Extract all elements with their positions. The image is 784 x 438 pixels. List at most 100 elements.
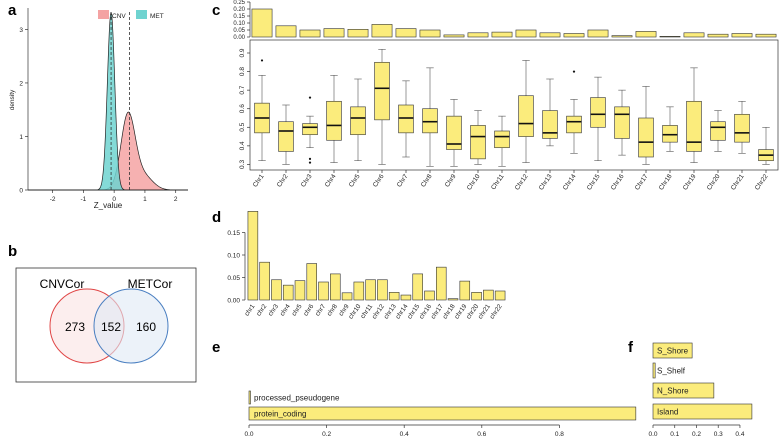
- boxplot-chr19: [686, 67, 702, 163]
- density-x-tick-label: -2: [50, 196, 56, 203]
- boxplot-x-tick-label: Chr4: [324, 173, 338, 189]
- boxplot-chr21: [734, 100, 750, 154]
- bar-strip-bar-chr19: [683, 32, 705, 38]
- boxplot-chr14: [566, 70, 582, 154]
- legend-label-met: MET: [150, 13, 164, 20]
- cpg-region-bar-label: N_Shore: [657, 387, 689, 396]
- boxplot-x-tick-label: Chr6: [372, 173, 386, 189]
- boxplot-x-tick-label: Chr15: [586, 173, 602, 192]
- chromosome-bar-panel: 0.00 0.05 0.10 0.15 chr1chr2chr3chr4chr5chr6…: [227, 211, 506, 321]
- cpg-region-x-tick-label: 0.1: [670, 431, 679, 438]
- boxplot-chr10: [470, 110, 486, 165]
- boxplot-x-tick-label: Chr21: [730, 173, 746, 192]
- panel-label-c: c: [212, 2, 220, 19]
- chr-bar-x-tick-label: chr1: [244, 303, 257, 318]
- density-y-axis-label: density: [9, 89, 16, 110]
- chr-bar-chr6: [306, 263, 317, 301]
- chr-bar-x-tick-label: chr7: [314, 303, 327, 318]
- chr-bar-chr20: [471, 292, 482, 301]
- boxplot-chr5: [350, 78, 366, 162]
- boxplot-y-tick-label: 0.3: [239, 160, 246, 169]
- density-x-tick-label: 1: [143, 196, 147, 203]
- boxplot-box: [566, 115, 582, 134]
- boxplot-x-tick-label: Chr16: [610, 173, 626, 192]
- panel-label-d: d: [212, 209, 221, 226]
- chr-bar-x-tick-label: chr5: [291, 303, 304, 318]
- boxplot-box: [326, 100, 342, 141]
- bar-strip-bar-chr5: [347, 28, 369, 38]
- boxplot-y-tick: 0.5: [239, 122, 250, 132]
- boxplot-outlier-point: [308, 96, 312, 99]
- boxplot-x-tick-label: Chr2: [276, 173, 290, 189]
- boxplot-y-tick-label: 0.6: [239, 104, 246, 113]
- boxplot-x-tick-label: Chr11: [490, 173, 506, 191]
- boxplot-chr11: [494, 115, 510, 167]
- chr-bar-x-tick-label: chr6: [302, 303, 315, 318]
- boxplot-chr3: [302, 96, 318, 164]
- chr-bar-chr2: [259, 261, 270, 301]
- boxplot-y-tick-label: 0.4: [239, 141, 246, 150]
- boxplot-x-tick-label: Chr18: [658, 173, 674, 192]
- boxplot-x-tick-label: Chr13: [538, 173, 554, 192]
- chr-bar-x-tick-label: chr22: [489, 303, 504, 321]
- bar-strip-bar-chr13: [539, 32, 561, 38]
- cpg-region-bar-island: [652, 403, 753, 420]
- boxplot-box: [734, 113, 750, 143]
- gene-type-bar-processed-pseudogene: [248, 390, 251, 405]
- gene-type-x-tick-label: 0.4: [400, 431, 409, 438]
- boxplot-box: [350, 106, 366, 136]
- gene-type-x-tick-label: 0.8: [555, 431, 564, 438]
- density-curve-met: [28, 11, 188, 191]
- boxplot-box: [446, 115, 462, 150]
- bar-strip-bar-chr12: [515, 29, 537, 38]
- bar-strip-bar-chr3: [299, 29, 321, 38]
- boxplot-box: [590, 97, 606, 128]
- chr-bar-chr11: [365, 279, 376, 301]
- bar-strip-y-tick-label: 0.00: [233, 35, 245, 41]
- boxplot-box: [686, 100, 702, 152]
- bar-strip-bar-chr2: [275, 25, 297, 38]
- chr-bar-x-tick-label: chr2: [255, 303, 268, 318]
- chr-bar-chr5: [294, 280, 306, 301]
- boxplot-chr12: [518, 60, 534, 163]
- chr-bar-y-tick-label: 0.10: [227, 252, 240, 259]
- boxplot-outlier-point: [308, 161, 312, 164]
- bar-strip-bar-chr7: [395, 28, 417, 38]
- boxplot-chr9: [446, 99, 462, 167]
- density-legend: CNV MET: [98, 10, 164, 20]
- boxplot-x-tick-label: Chr10: [466, 173, 482, 192]
- boxplot-chr4: [326, 74, 342, 163]
- chr-bar-chr7: [318, 281, 329, 301]
- chr-bar-chr18: [447, 298, 459, 301]
- bar-strip-bar-chr4: [323, 28, 345, 38]
- gene-type-x-tick-label: 0.0: [244, 431, 253, 438]
- density-x-axis-label: Z_value: [94, 201, 123, 210]
- boxplot-x-tick-label: Chr17: [634, 173, 650, 192]
- cpg-region-bar-label: Island: [657, 408, 678, 417]
- bar-strip-y-tick-label: 0.25: [233, 0, 245, 6]
- chr-bar-y-tick-label: 0.00: [227, 297, 240, 304]
- venn-count-cnv-only: 273: [65, 320, 85, 334]
- gene-type-bar-label: processed_pseudogene: [254, 394, 340, 403]
- boxplot-chr1: [254, 59, 270, 162]
- bar-strip-bar-chr18: [659, 35, 681, 38]
- panel-label-f: f: [628, 339, 634, 356]
- legend-swatch-met: [136, 10, 147, 19]
- boxplot-box: [710, 121, 726, 141]
- boxplot-y-tick-label: 0.7: [239, 85, 246, 94]
- boxplot-x-tick-label: Chr22: [754, 173, 770, 192]
- boxplot-chr6: [374, 48, 390, 165]
- cpg-region-x-tick-label: 0.3: [714, 431, 723, 438]
- chr-bar-chr3: [271, 279, 282, 301]
- bar-strip-bar-chr1: [251, 8, 273, 38]
- gene-type-bar-panel: processed_pseudogene protein_coding 0.0 0.2…: [244, 390, 637, 438]
- chr-bar-chr9: [341, 292, 353, 301]
- chr-bar-chr21: [483, 289, 494, 301]
- chr-bar-chr14: [400, 294, 412, 301]
- density-y-tick-label: 1: [19, 134, 23, 141]
- boxplot-outlier-point: [572, 70, 576, 73]
- gene-type-x-tick-label: 0.2: [322, 431, 331, 438]
- boxplot-chr20: [710, 110, 726, 152]
- boxplot-outlier-point: [308, 157, 312, 160]
- boxplot-y-tick-label: 0.8: [239, 67, 246, 76]
